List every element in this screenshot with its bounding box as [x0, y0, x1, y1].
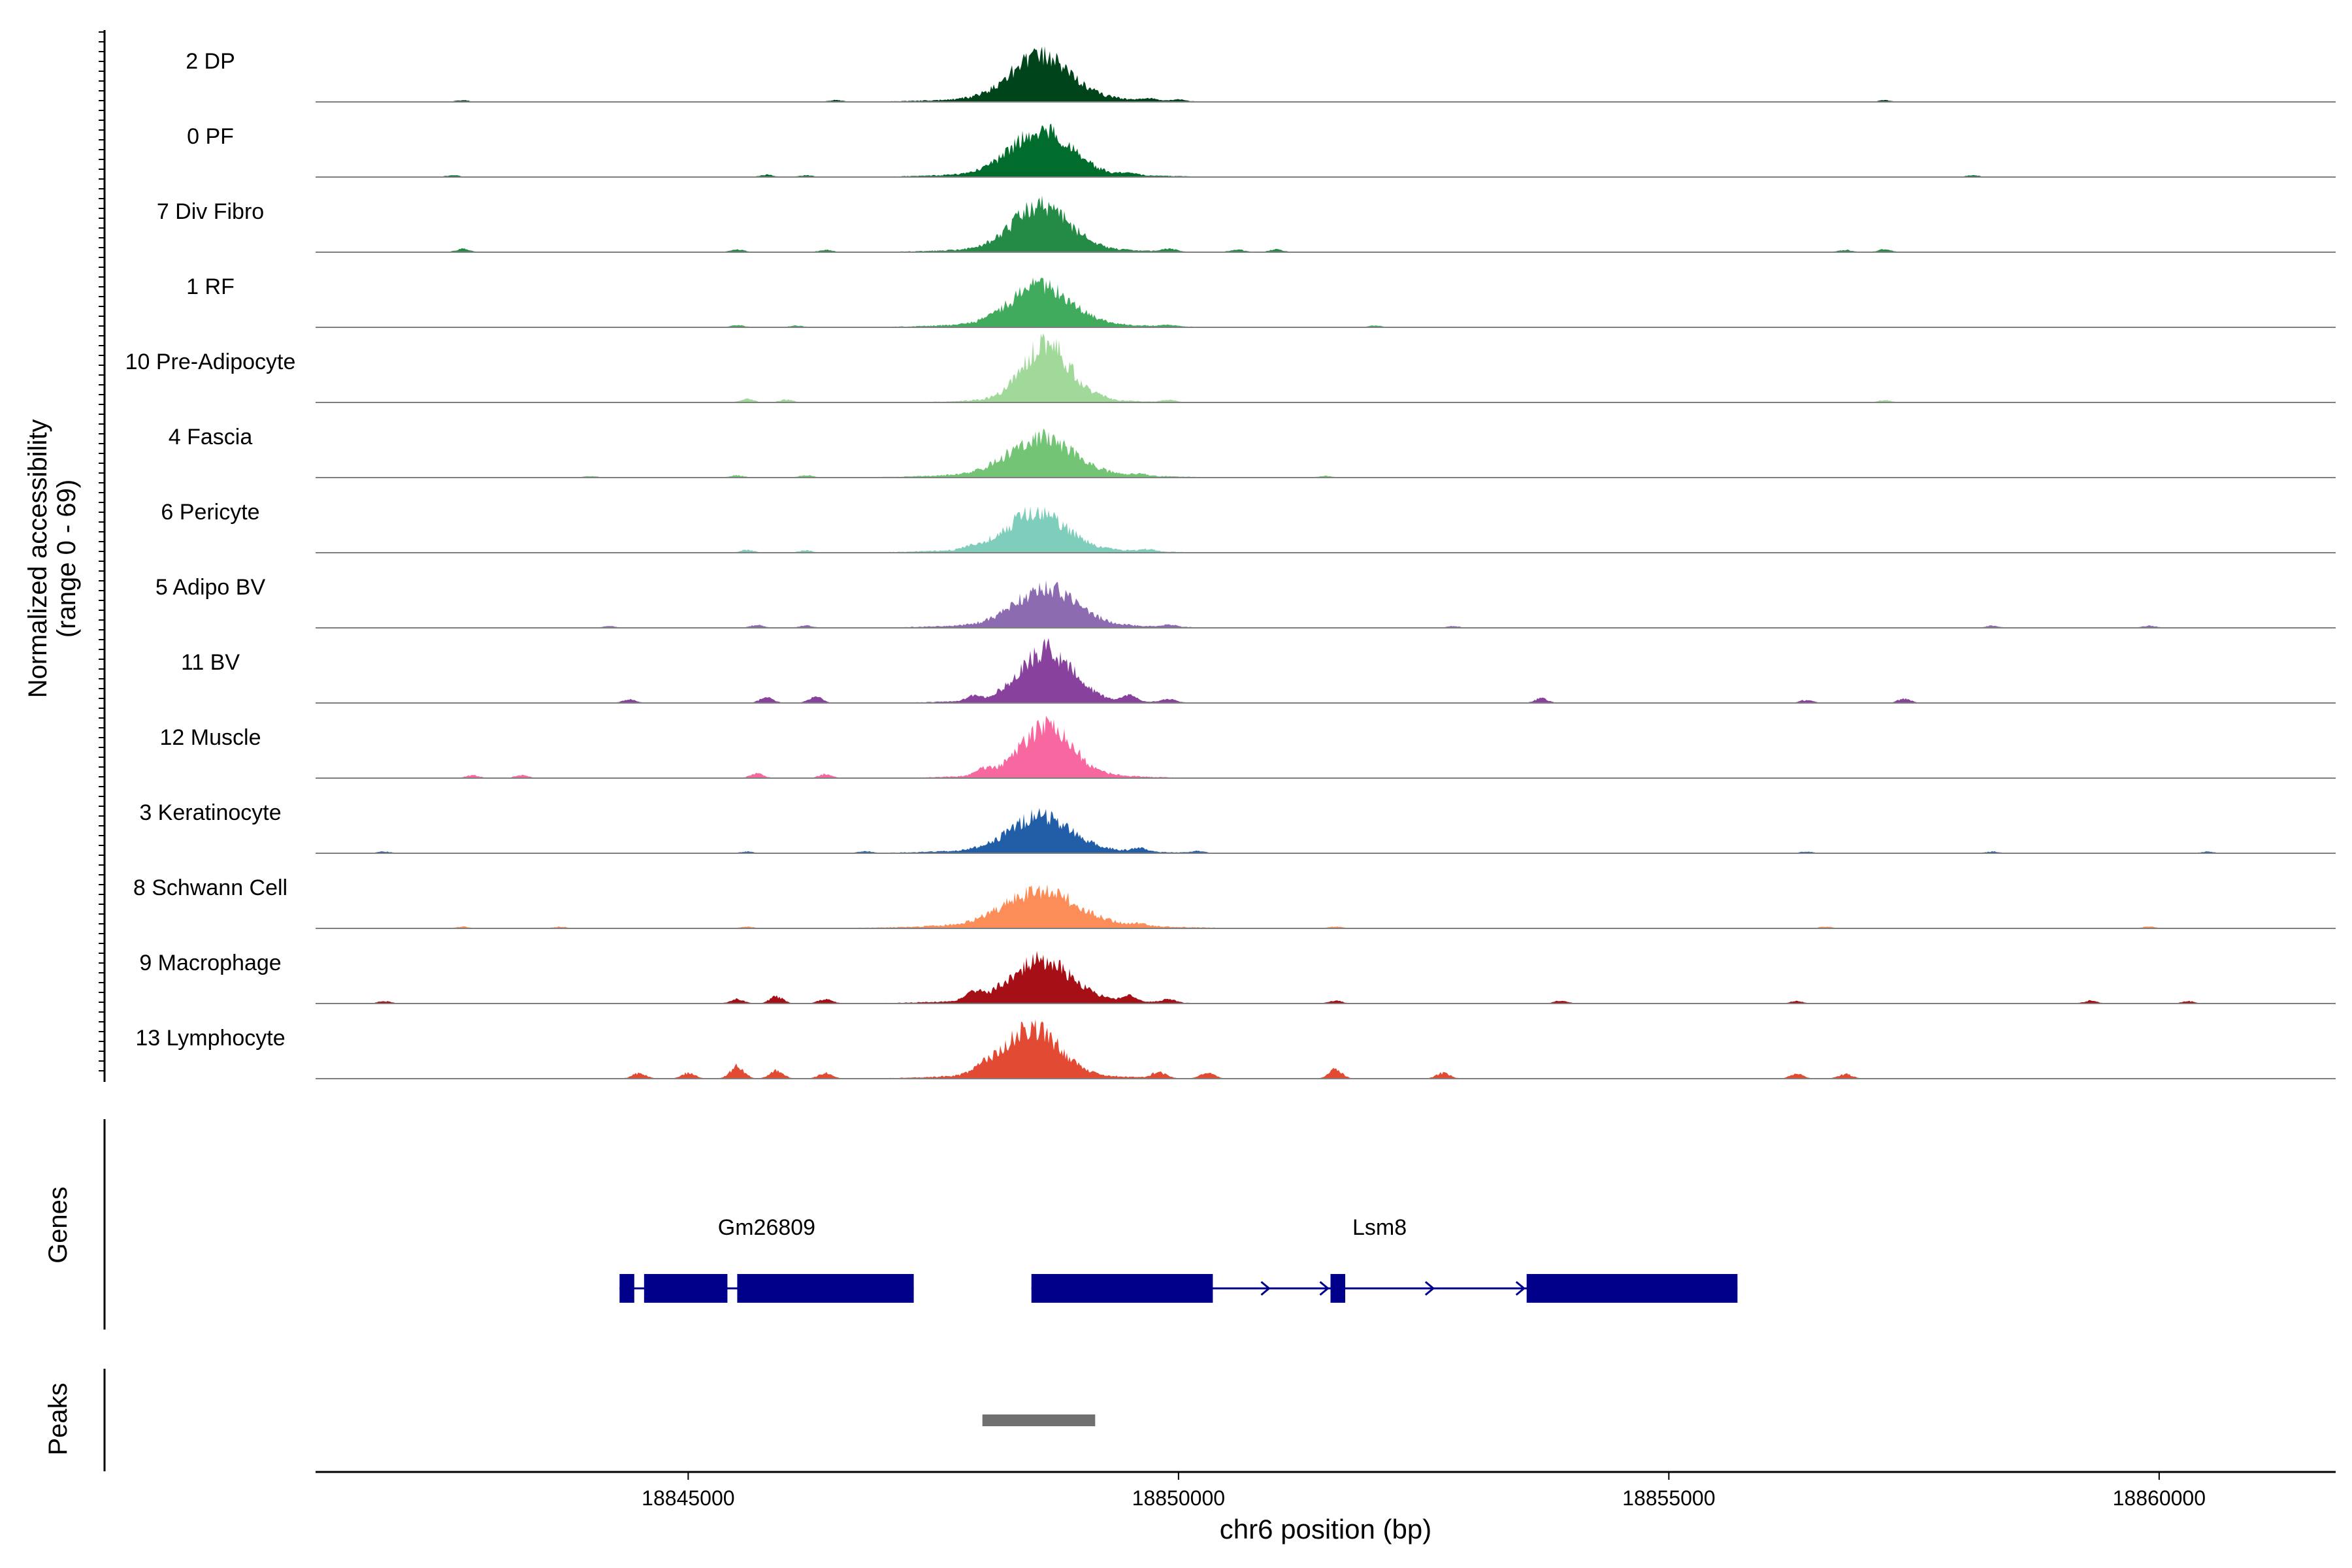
strand-arrow-icon: [1034, 1281, 1045, 1296]
coverage-area-5-adipo-bv: [316, 580, 2336, 628]
gene-lsm8: Lsm8: [1031, 1215, 1738, 1303]
gene-exon: [1031, 1274, 1213, 1303]
coverage-area-9-macrophage: [316, 951, 2336, 1004]
coverage-area-11-bv: [316, 638, 2336, 703]
coverage-area-8-schwann-cell: [316, 884, 2336, 928]
genes-track: Genes Gm26809 Lsm8: [44, 1119, 1738, 1330]
track-label: 12 Muscle: [160, 725, 261, 750]
strand-arrow-icon: [1515, 1281, 1526, 1296]
track-11-bv: 11 BV: [181, 638, 2336, 704]
coverage-area-10-pre-adipocyte: [316, 333, 2336, 402]
coverage-area-1-rf: [316, 277, 2336, 327]
track-7-div-fibro: 7 Div Fibro: [157, 195, 2336, 253]
x-axis-tick-label: 18850000: [1132, 1486, 1225, 1510]
strand-arrow-icon: [1260, 1281, 1271, 1296]
coverage-area-6-pericyte: [316, 506, 2336, 553]
strand-arrow-icon: [1319, 1281, 1330, 1296]
y-axis-title-line-1: Normalized accessibility: [24, 419, 52, 698]
gene-exon: [644, 1274, 728, 1303]
track-label: 5 Adipo BV: [155, 575, 266, 600]
coverage-area-7-div-fibro: [316, 195, 2336, 252]
track-label: 8 Schwann Cell: [133, 875, 287, 900]
track-13-lymphocyte: 13 Lymphocyte: [135, 1019, 2336, 1079]
x-axis-tick-label: 18845000: [642, 1486, 734, 1510]
x-axis-tick-label: 18855000: [1622, 1486, 1715, 1510]
track-10-pre-adipocyte: 10 Pre-Adipocyte: [125, 333, 2336, 403]
track-6-pericyte: 6 Pericyte: [161, 500, 2336, 553]
coverage-area-4-fascia: [316, 428, 2336, 478]
y-axis-title: Normalized accessibility (range 0 - 69): [24, 419, 81, 698]
coverage-area-3-keratinocyte: [316, 808, 2336, 853]
x-axis-tick-label: 18860000: [2113, 1486, 2206, 1510]
y-axis-title-line-2: (range 0 - 69): [52, 480, 81, 638]
track-1-rf: 1 RF: [186, 274, 2336, 328]
gene-label: Gm26809: [718, 1215, 815, 1240]
coverage-area-2-dp: [316, 46, 2336, 102]
track-12-muscle: 12 Muscle: [160, 715, 2336, 779]
genes-track-title: Genes: [44, 1186, 73, 1264]
track-label: 7 Div Fibro: [157, 199, 264, 224]
x-axis: 18845000 18850000 18855000 18860000 chr6 pos…: [316, 1471, 2336, 1544]
track-4-fascia: 4 Fascia: [169, 425, 2336, 478]
gene-gm26809: Gm26809: [619, 1215, 914, 1303]
strand-arrow-icon: [1424, 1281, 1435, 1296]
track-2-dp: 2 DP: [186, 46, 2336, 103]
track-8-schwann-cell: 8 Schwann Cell: [133, 875, 2336, 929]
peaks-track-title: Peaks: [44, 1382, 73, 1455]
peaks-track: Peaks: [44, 1369, 1096, 1471]
peak-region: [982, 1414, 1096, 1426]
tracks-y-axis: [99, 30, 106, 1082]
coverage-area-12-muscle: [316, 715, 2336, 778]
track-label: 11 BV: [181, 650, 240, 675]
coverage-area-0-pf: [316, 123, 2336, 177]
track-label: 3 Keratinocyte: [139, 800, 281, 825]
track-5-adipo-bv: 5 Adipo BV: [155, 575, 2336, 629]
gene-exon: [619, 1274, 634, 1303]
gene-exon: [737, 1274, 914, 1303]
gene-exon: [1526, 1274, 1738, 1303]
track-label: 0 PF: [187, 124, 234, 149]
coverage-area-13-lymphocyte: [316, 1019, 2336, 1079]
track-label: 2 DP: [186, 49, 235, 74]
track-label: 10 Pre-Adipocyte: [125, 350, 296, 374]
track-9-macrophage: 9 Macrophage: [139, 951, 2336, 1004]
gene-label: Lsm8: [1352, 1215, 1407, 1240]
track-0-pf: 0 PF: [187, 123, 2336, 178]
coverage-tracks: 2 DP 0 PF 7 Div Fibro 1 RF 10 Pre-Adipocyte 4…: [125, 46, 2336, 1079]
gene-exon: [1330, 1274, 1346, 1303]
strand-arrow-icon: [623, 1281, 633, 1296]
track-label: 9 Macrophage: [139, 951, 281, 975]
track-label: 1 RF: [186, 274, 235, 299]
track-label: 6 Pericyte: [161, 500, 259, 525]
track-label: 4 Fascia: [169, 425, 253, 449]
track-label: 13 Lymphocyte: [135, 1026, 285, 1051]
x-axis-title: chr6 position (bp): [1220, 1514, 1432, 1544]
track-3-keratinocyte: 3 Keratinocyte: [139, 800, 2336, 854]
